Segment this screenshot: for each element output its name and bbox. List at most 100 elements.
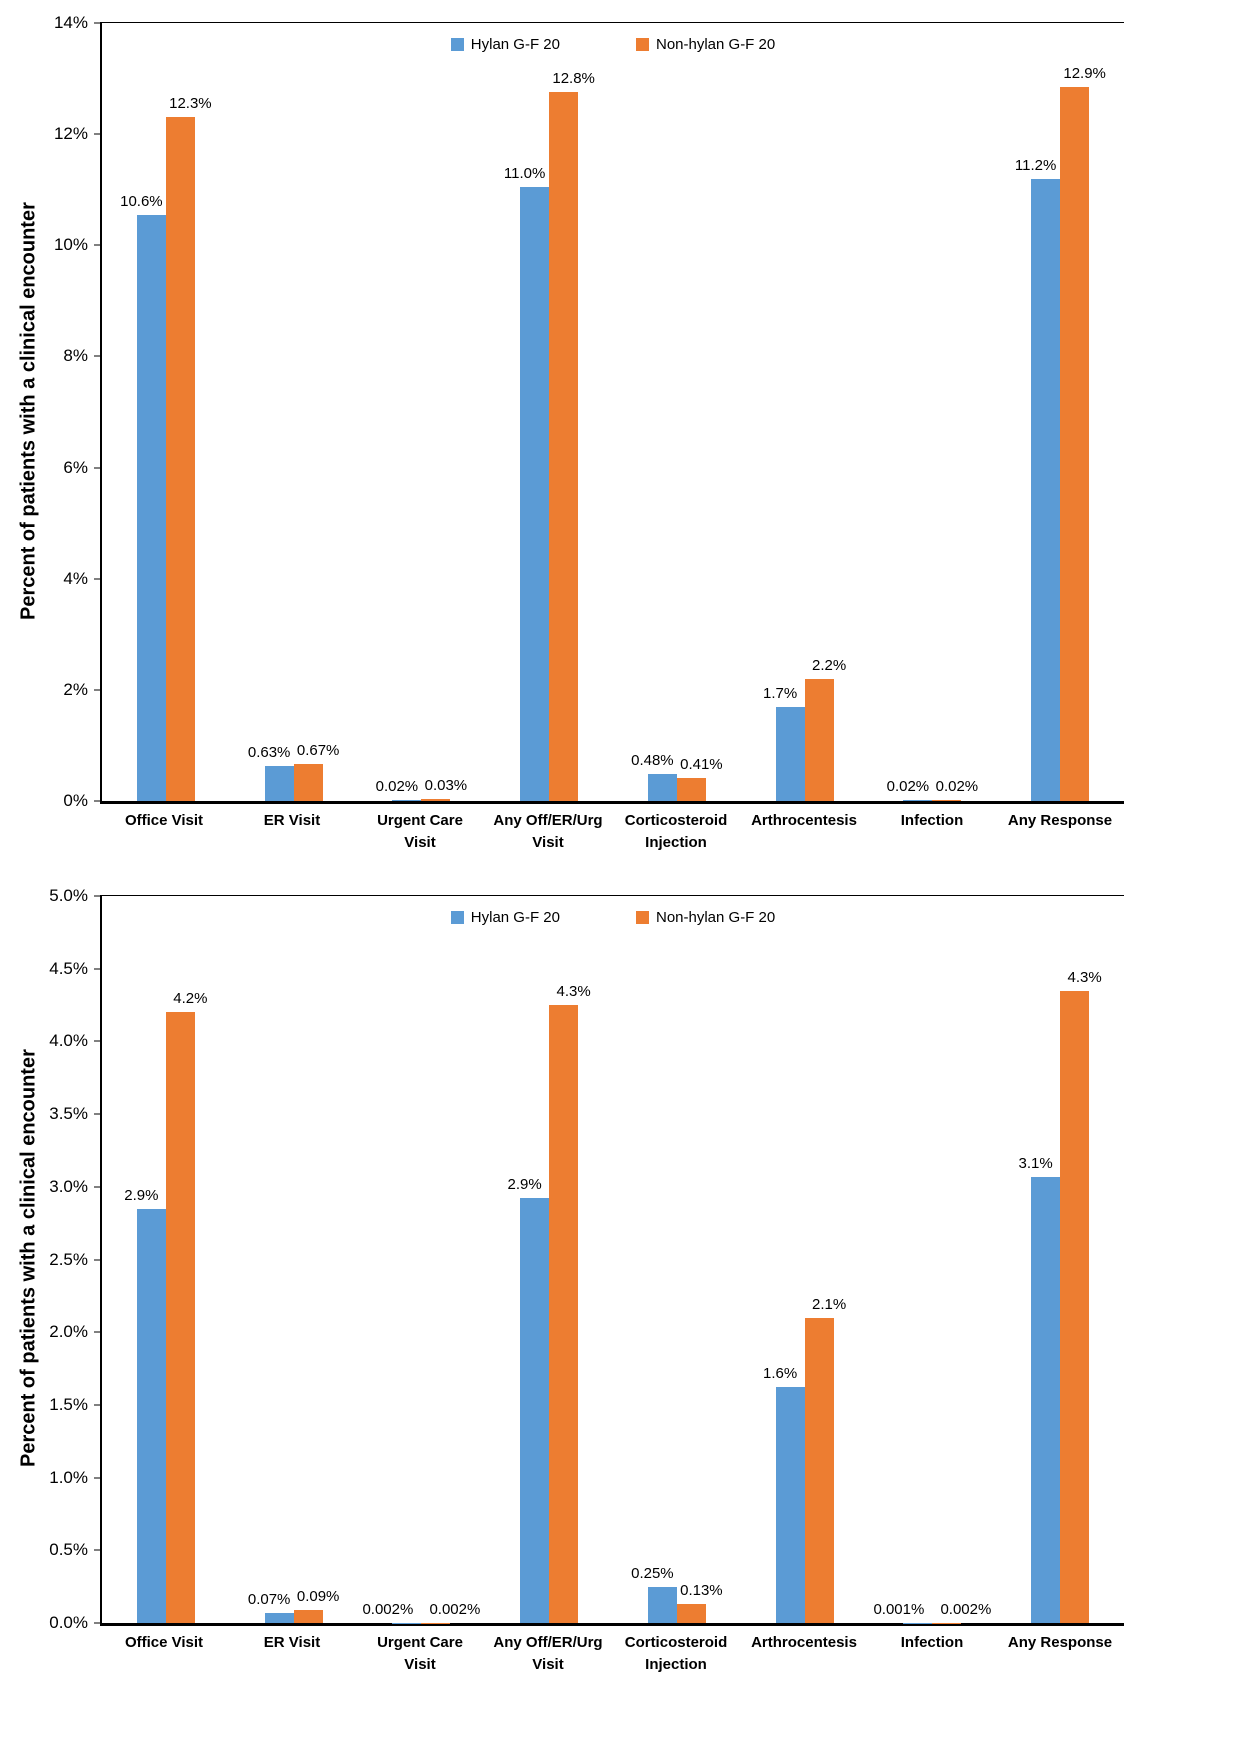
y-axis-title: Percent of patients with a clinical enco… xyxy=(17,202,40,620)
bar-value-label: 2.9% xyxy=(124,1186,159,1204)
hylan-g-f-20-bar-er-visit xyxy=(264,766,294,801)
hylan-g-f-20-legend-swatch xyxy=(450,911,464,924)
bar-group-urgent-care-visit: 0.02% 0.03% xyxy=(358,23,486,801)
y-tick-mark xyxy=(94,1259,102,1260)
legend-label: Non-hylan G-F 20 xyxy=(655,36,776,53)
bar-value-label: 2.1% xyxy=(812,1295,847,1313)
y-tick-mark xyxy=(94,689,102,691)
y-tick-mark xyxy=(94,1040,102,1042)
non-hylan-g-f-20-bar-any-response xyxy=(1060,990,1090,1623)
hylan-g-f-20-bar-arthrocentesis xyxy=(775,706,805,801)
bar-value-label: 0.02% xyxy=(375,777,419,795)
y-tick-mark xyxy=(94,244,102,246)
y-tick-label: 4.5% xyxy=(49,958,88,978)
bar-group-infection: 0.001% 0.002% xyxy=(869,896,997,1623)
bar-group-any-off-er-urg-visit: 2.9% 4.3% xyxy=(485,896,613,1623)
bar-group-arthrocentesis: 1.6% 2.1% xyxy=(741,896,869,1623)
bar-group-er-visit: 0.63% 0.67% xyxy=(230,23,358,801)
y-axis-title: Percent of patients with a clinical enco… xyxy=(17,1049,40,1468)
bar-value-label: 0.48% xyxy=(631,752,674,770)
bar-value-label: 11.0% xyxy=(503,164,546,182)
hylan-g-f-20-bar-urgent-care-visit xyxy=(392,799,422,801)
y-tick-label: 6% xyxy=(63,457,88,477)
x-axis-category-labels: Office Visit ER Visit Urgent Care Visit Any… xyxy=(100,810,1124,854)
x-axis-category-labels: Office Visit ER Visit Urgent Care Visit Any… xyxy=(100,1632,1124,1676)
hylan-g-f-20-bar-any-response xyxy=(1031,178,1061,801)
non-hylan-g-f-20-bar-office-visit xyxy=(165,1012,195,1623)
non-hylan-g-f-20-bar-infection xyxy=(932,799,962,801)
bar-value-label: 2.2% xyxy=(812,656,847,674)
x-category-label-er-visit: ER Visit xyxy=(263,812,321,829)
hylan-g-f-20-bar-any-response xyxy=(1031,1176,1061,1623)
plot-area: 0% 2% 4% 6% 8% 10% 12% 14% Hylan G-F 20 Non-hylan… xyxy=(54,13,1124,810)
non-hylan-g-f-20-bar-any-off-er-urg-visit xyxy=(549,1005,579,1623)
bar-value-label: 0.002% xyxy=(429,1600,481,1618)
y-tick-label: 0.0% xyxy=(49,1613,88,1632)
bar-value-label: 0.09% xyxy=(296,1587,340,1605)
legend-item: Hylan G-F 20 xyxy=(450,909,560,926)
legend: Hylan G-F 20 Non-hylan G-F 20 xyxy=(102,36,1124,53)
x-category-label-urgent-care-visit: Urgent Care Visit xyxy=(377,1634,463,1673)
y-tick-mark xyxy=(94,22,102,24)
legend-item: Non-hylan G-F 20 xyxy=(635,36,776,53)
bar-group-arthrocentesis: 1.7% 2.2% xyxy=(741,23,869,801)
x-category-label-urgent-care-visit: Urgent Care Visit xyxy=(377,812,463,851)
hylan-g-f-20-bar-arthrocentesis xyxy=(775,1387,805,1623)
bar-value-label: 0.002% xyxy=(362,1600,414,1618)
bar-value-label: 0.02% xyxy=(935,777,979,795)
non-hylan-g-f-20-bar-arthrocentesis xyxy=(804,678,834,801)
bar-group-office-visit: 2.9% 4.2% xyxy=(102,896,230,1623)
y-tick-mark xyxy=(94,968,102,970)
bar-value-label: 10.6% xyxy=(120,192,163,210)
non-hylan-g-f-20-bar-arthrocentesis xyxy=(804,1317,834,1623)
hylan-g-f-20-bar-office-visit xyxy=(136,214,166,801)
hylan-g-f-20-bar-infection xyxy=(903,799,933,801)
y-tick-mark xyxy=(94,800,102,802)
x-category-label-any-off-er-urg-visit: Any Off/ER/Urg Visit xyxy=(493,812,603,851)
legend-label: Non-hylan G-F 20 xyxy=(655,909,776,926)
y-tick-mark xyxy=(94,1186,102,1188)
non-hylan-g-f-20-bar-corticosteroid-injection xyxy=(676,1604,706,1623)
non-hylan-g-f-20-legend-swatch xyxy=(635,38,649,51)
bar-groups: 2.9% 4.2% 0.07% 0.09% 0.002% 0.002% 2.9% 4.3% 0.… xyxy=(102,896,1124,1623)
y-tick-label: 0.5% xyxy=(49,1540,88,1560)
bar-value-label: 0.63% xyxy=(247,744,291,761)
bar-group-infection: 0.02% 0.02% xyxy=(869,23,997,801)
y-tick-mark xyxy=(94,895,102,897)
x-category-label-corticosteroid-injection: Corticosteroid Injection xyxy=(624,812,728,851)
y-tick-label: 8% xyxy=(63,346,88,366)
y-tick-mark xyxy=(94,1622,102,1624)
bar-value-label: 12.3% xyxy=(169,95,212,113)
y-tick-mark xyxy=(94,1477,102,1479)
y-tick-label: 4% xyxy=(63,568,88,588)
bar-value-label: 4.3% xyxy=(1067,968,1102,986)
y-tick-label: 4.0% xyxy=(49,1031,88,1051)
y-tick-mark xyxy=(94,1549,102,1551)
hylan-g-f-20-bar-office-visit xyxy=(136,1208,166,1623)
bar-group-urgent-care-visit: 0.002% 0.002% xyxy=(358,896,486,1623)
y-tick-mark xyxy=(94,578,102,580)
y-tick-label: 3.5% xyxy=(49,1104,88,1124)
bar-value-label: 11.2% xyxy=(1014,156,1057,174)
y-tick-label: 0% xyxy=(63,791,88,810)
non-hylan-g-f-20-bar-any-off-er-urg-visit xyxy=(549,92,579,801)
bar-value-label: 2.9% xyxy=(507,1176,542,1194)
hylan-g-f-20-bar-any-off-er-urg-visit xyxy=(520,1198,550,1623)
y-tick-label: 2% xyxy=(63,679,88,699)
hylan-g-f-20-bar-er-visit xyxy=(264,1612,294,1623)
chart-top-panel: Percent of patients with a clinical enco… xyxy=(17,13,1124,854)
bar-value-label: 4.3% xyxy=(556,983,591,1001)
bar-value-label: 0.002% xyxy=(940,1600,992,1618)
bar-value-label: 0.02% xyxy=(886,777,930,795)
y-tick-mark xyxy=(94,467,102,469)
y-tick-mark xyxy=(94,1404,102,1406)
y-tick-label: 2.0% xyxy=(49,1322,88,1342)
x-category-label-arthrocentesis: Arthrocentesis xyxy=(751,1634,857,1651)
non-hylan-g-f-20-legend-swatch xyxy=(635,911,649,924)
y-tick-mark xyxy=(94,133,102,135)
bar-value-label: 0.001% xyxy=(873,1600,925,1618)
y-tick-label: 3.0% xyxy=(49,1176,88,1196)
legend: Hylan G-F 20 Non-hylan G-F 20 xyxy=(102,909,1124,926)
y-tick-label: 5.0% xyxy=(49,886,88,905)
y-tick-label: 12% xyxy=(53,124,88,144)
